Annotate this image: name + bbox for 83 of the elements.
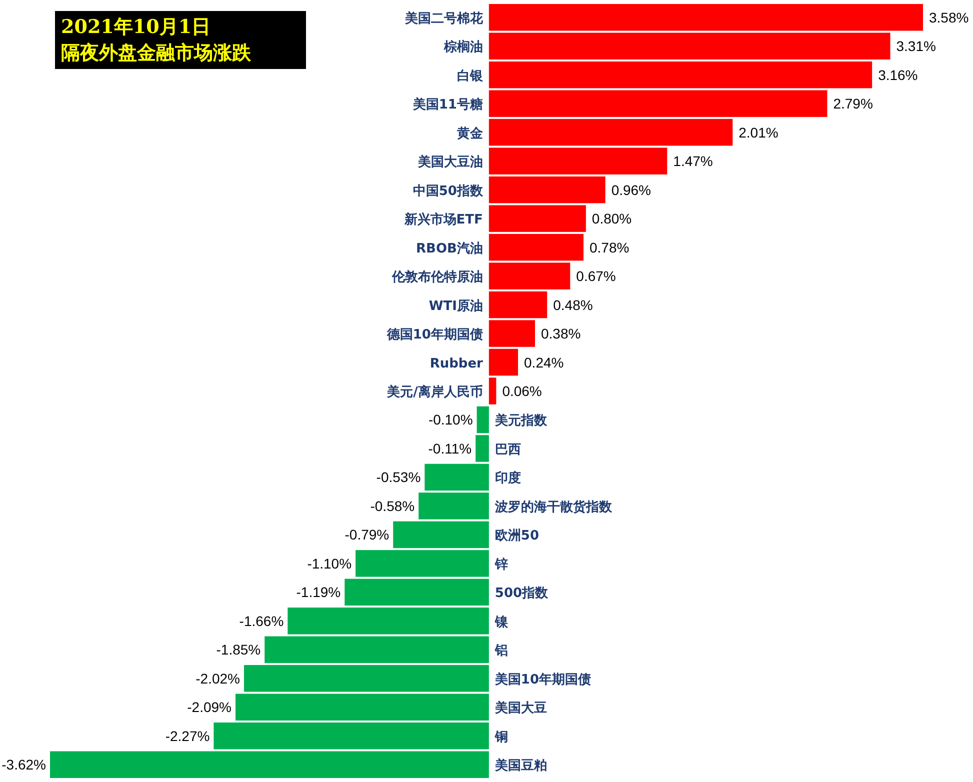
data-label: 0.80% [592, 210, 632, 227]
y-tick-label: 棕榈油 [442, 39, 483, 56]
y-tick-label: 铜 [494, 730, 508, 745]
data-label: 2.01% [738, 124, 778, 140]
bar [488, 234, 584, 261]
y-tick-label: 美元/离岸人民币 [386, 384, 483, 400]
data-label: 0.78% [590, 239, 630, 256]
y-tick-label: RBOB汽油 [416, 241, 483, 256]
data-label: -2.27% [165, 728, 210, 744]
data-label: -1.19% [296, 584, 341, 600]
data-label: 0.38% [541, 326, 581, 342]
data-label: 1.47% [673, 153, 713, 170]
bar [264, 636, 489, 664]
bar [50, 751, 489, 778]
y-tick-label: 波罗的海干散货指数 [494, 498, 613, 515]
data-label: -3.62% [2, 756, 46, 773]
data-label: -0.10% [428, 412, 473, 428]
y-tick-label: 新兴市场ETF [403, 212, 483, 228]
y-tick-label: 中国50指数 [412, 184, 484, 199]
bar [356, 550, 489, 577]
y-tick-label: 美国豆粕 [494, 758, 547, 774]
bar [488, 205, 586, 232]
data-label: 0.96% [611, 182, 652, 198]
bar [288, 608, 489, 634]
bar [236, 694, 489, 721]
y-tick-label: Rubber [430, 356, 484, 372]
y-tick-label: 美国11号糖 [412, 96, 483, 113]
data-label: -2.09% [187, 699, 232, 716]
bar [488, 118, 733, 146]
data-label: -0.53% [376, 469, 421, 486]
data-label: 3.16% [878, 66, 918, 83]
data-label: -0.11% [428, 440, 472, 456]
data-label: 3.58% [929, 9, 969, 26]
bar [488, 148, 668, 174]
data-label: -1.85% [216, 642, 261, 658]
data-label: -2.02% [196, 670, 240, 686]
y-tick-label: 白银 [456, 68, 484, 84]
y-tick-label: 印度 [494, 470, 521, 486]
y-tick-label: 伦敦布伦特原油 [390, 269, 483, 286]
data-label: 2.79% [833, 96, 873, 112]
data-label: -1.66% [239, 612, 284, 629]
bar [424, 464, 489, 491]
y-tick-label: WTI原油 [428, 298, 483, 314]
bar [488, 4, 923, 31]
bar [488, 291, 548, 318]
data-label: 3.31% [896, 38, 936, 54]
y-tick-label: 德国10年期国债 [386, 328, 483, 343]
y-tick-label: 美国二号棉花 [404, 10, 484, 26]
bar [488, 320, 535, 347]
bar [488, 61, 872, 88]
bar [488, 90, 828, 117]
y-tick-label: 美元指数 [494, 412, 548, 429]
data-label: 0.48% [553, 296, 593, 313]
data-label: -1.10% [307, 555, 352, 572]
y-tick-label: 美国大豆油 [416, 154, 483, 170]
y-tick-label: 黄金 [456, 126, 484, 142]
bar [488, 32, 890, 60]
text: 隔夜外盘金融市场涨跌 [61, 42, 252, 64]
data-label: -0.58% [370, 498, 415, 514]
bar [214, 722, 489, 750]
y-tick-label: 500指数 [494, 586, 550, 602]
bar [476, 435, 489, 462]
data-label: 0.67% [576, 268, 616, 284]
data-label: -0.79% [344, 526, 390, 543]
y-tick-label: 美国10年期国债 [494, 671, 592, 688]
data-label: 0.06% [502, 383, 542, 399]
y-tick-label: 巴西 [494, 442, 521, 458]
bar [476, 406, 489, 434]
y-tick-label: 美国大豆 [494, 700, 547, 716]
bar [488, 348, 518, 376]
text: 2021年10月1日 [61, 16, 211, 38]
y-tick-label: 欧洲50 [494, 528, 540, 544]
bar [488, 262, 570, 290]
bar [244, 665, 489, 692]
bar [344, 578, 489, 606]
bar [488, 176, 606, 204]
bar [418, 492, 489, 520]
y-tick-label: 锌 [494, 556, 508, 572]
y-tick-label: 铝 [494, 644, 508, 659]
data-label: 0.24% [524, 354, 564, 370]
y-tick-label: 镍 [494, 614, 509, 630]
bar [393, 521, 489, 548]
bar [488, 378, 496, 404]
